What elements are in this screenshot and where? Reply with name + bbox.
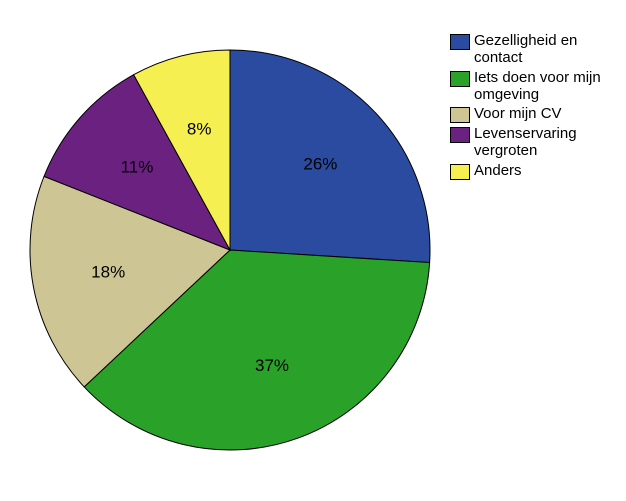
legend-item: Levenservaring vergroten (450, 125, 620, 160)
legend-swatch (450, 164, 470, 180)
pie-chart: 26% 37% 18% 11% 8% (20, 40, 440, 460)
pie-svg: 26% 37% 18% 11% 8% (20, 40, 440, 460)
legend-swatch (450, 34, 470, 50)
legend-item: Iets doen voor mijn omgeving (450, 69, 620, 104)
slice-label: 18% (91, 263, 125, 282)
slice-label: 11% (121, 157, 154, 176)
legend-label: Gezelligheid en contact (474, 32, 620, 67)
legend-label: Anders (474, 162, 620, 179)
legend-item: Voor mijn CV (450, 105, 620, 123)
legend-swatch (450, 107, 470, 123)
legend-item: Anders (450, 162, 620, 180)
legend-label: Levenservaring vergroten (474, 125, 620, 160)
legend-swatch (450, 127, 470, 143)
slice-label: 26% (303, 155, 337, 174)
slice-label: 8% (187, 119, 212, 138)
slice-label: 37% (255, 356, 289, 375)
legend-item: Gezelligheid en contact (450, 32, 620, 67)
legend-label: Voor mijn CV (474, 105, 620, 122)
legend-swatch (450, 71, 470, 87)
legend: Gezelligheid en contactIets doen voor mi… (450, 32, 620, 182)
legend-label: Iets doen voor mijn omgeving (474, 69, 620, 104)
chart-container: 26% 37% 18% 11% 8% Gezelligheid en contactIe… (0, 0, 626, 501)
